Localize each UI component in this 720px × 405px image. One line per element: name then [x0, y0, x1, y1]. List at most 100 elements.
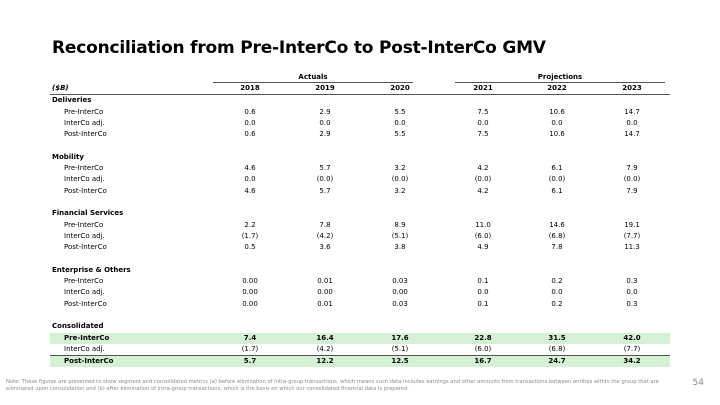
- table-cell: 0.3: [626, 277, 638, 286]
- section-label: Mobility: [52, 152, 84, 161]
- table-cell: 0.03: [392, 299, 408, 308]
- table-cell: 4.2: [477, 164, 489, 173]
- table-cell: 0.6: [244, 130, 256, 139]
- table-row: Pre-InterCo 2.2 7.8 8.9 11.0 14.6 19.1: [50, 220, 670, 231]
- section-label: Enterprise & Others: [52, 265, 131, 274]
- table-cell: 0.1: [477, 299, 489, 308]
- row-label: Post-InterCo: [64, 130, 107, 139]
- table-cell: 12.5: [391, 357, 409, 366]
- table-cell: (6.8): [548, 231, 566, 240]
- table-cell: 2.2: [244, 220, 256, 229]
- year-header: 2018: [240, 84, 260, 92]
- spacer-row: [50, 253, 670, 264]
- section-header-row: Deliveries: [50, 95, 670, 106]
- table-cell: 7.9: [626, 186, 638, 195]
- footnote: Note: These figures are presented to sho…: [6, 379, 659, 392]
- projections-header: Projections: [537, 73, 583, 81]
- table-cell: 0.0: [551, 288, 563, 297]
- table-cell: 34.2: [623, 357, 641, 366]
- table-cell: 3.8: [394, 243, 406, 252]
- table-cell: 0.03: [392, 277, 408, 286]
- table-cell: (1.7): [241, 344, 259, 353]
- table-cell: 0.0: [244, 175, 256, 184]
- section-label: Deliveries: [52, 96, 92, 105]
- table-cell: 14.6: [549, 220, 565, 229]
- table-cell: 0.0: [551, 118, 563, 127]
- table-cell: 42.0: [623, 333, 641, 342]
- table-cell: 0.0: [394, 118, 406, 127]
- unit-label: ($B): [52, 84, 69, 92]
- table-cell: (0.0): [474, 175, 492, 184]
- spacer-row: [50, 310, 670, 321]
- year-header: 2022: [547, 84, 567, 92]
- section-header-row: Financial Services: [50, 208, 670, 219]
- table-cell: (0.0): [316, 175, 334, 184]
- table-cell: 14.7: [624, 130, 640, 139]
- table-cell: (5.1): [391, 231, 409, 240]
- table-cell: 10.6: [549, 130, 565, 139]
- table-cell: 12.2: [316, 357, 334, 366]
- table-cell: 0.00: [242, 277, 258, 286]
- table-cell: 0.5: [244, 243, 256, 252]
- table-cell: 31.5: [548, 333, 566, 342]
- table-row: Post-InterCo 0.5 3.6 3.8 4.9 7.8 11.3: [50, 242, 670, 253]
- table-cell: 0.2: [551, 277, 563, 286]
- table-cell: 24.7: [548, 357, 566, 366]
- table-cell: (1.7): [241, 231, 259, 240]
- table-cell: 11.0: [475, 220, 491, 229]
- row-label: InterCo adj.: [64, 231, 105, 240]
- table-cell: (6.0): [474, 344, 492, 353]
- table-cell: 16.7: [474, 357, 492, 366]
- table-cell: 2.9: [319, 130, 331, 139]
- table-row: Pre-InterCo 7.4 16.4 17.6 22.8 31.5 42.0: [50, 332, 670, 344]
- spacer-row: [50, 140, 670, 151]
- table-row: InterCo adj. (1.7) (4.2) (5.1) (6.0) (6.8) (7.…: [50, 344, 670, 355]
- actuals-rule: [213, 82, 413, 83]
- table-cell: 19.1: [624, 220, 640, 229]
- row-label: Pre-InterCo: [64, 277, 104, 286]
- table-row: InterCo adj. 0.0 (0.0) (0.0) (0.0) (0.0) (0.0): [50, 174, 670, 185]
- row-label: Post-InterCo: [64, 357, 114, 366]
- table-cell: 7.5: [477, 107, 489, 116]
- year-header: 2021: [473, 84, 493, 92]
- row-label: Pre-InterCo: [64, 333, 110, 342]
- column-header-row: ($B) 2018 2019 2020 2021 2022 2023: [50, 83, 670, 96]
- table-cell: (7.7): [623, 231, 641, 240]
- table-cell: 0.01: [317, 299, 333, 308]
- table-row: Post-InterCo 5.7 12.2 12.5 16.7 24.7 34.2: [50, 355, 670, 368]
- row-label: Post-InterCo: [64, 186, 107, 195]
- table-row: Post-InterCo 4.6 5.7 3.2 4.2 6.1 7.9: [50, 186, 670, 197]
- table-cell: 4.6: [244, 164, 256, 173]
- table-cell: 0.6: [244, 107, 256, 116]
- group-header-row: Actuals Projections: [50, 72, 670, 83]
- table-cell: 17.6: [391, 333, 409, 342]
- projections-rule: [455, 82, 665, 83]
- row-label: Pre-InterCo: [64, 220, 104, 229]
- section-label: Consolidated: [52, 322, 104, 331]
- table-cell: 14.7: [624, 107, 640, 116]
- table-cell: 0.0: [477, 288, 489, 297]
- year-header: 2023: [622, 84, 642, 92]
- row-label: Post-InterCo: [64, 299, 107, 308]
- table-cell: 4.6: [244, 186, 256, 195]
- table-cell: (0.0): [391, 175, 409, 184]
- table-cell: 6.1: [551, 164, 563, 173]
- section-header-row: Consolidated: [50, 321, 670, 332]
- table-cell: 0.00: [242, 288, 258, 297]
- reconciliation-table: Actuals Projections ($B) 2018 2019 2020 …: [50, 72, 670, 368]
- table-cell: 11.3: [624, 243, 640, 252]
- table-cell: 3.6: [319, 243, 331, 252]
- table-cell: 0.0: [477, 118, 489, 127]
- table-cell: 0.0: [626, 288, 638, 297]
- page-title: Reconciliation from Pre-InterCo to Post-…: [52, 38, 546, 58]
- table-row: InterCo adj. 0.0 0.0 0.0 0.0 0.0 0.0: [50, 118, 670, 129]
- table-cell: (6.0): [474, 231, 492, 240]
- table-cell: (4.2): [316, 231, 334, 240]
- table-cell: 0.0: [626, 118, 638, 127]
- table-cell: 7.5: [477, 130, 489, 139]
- table-cell: 22.8: [474, 333, 492, 342]
- table-cell: 7.4: [243, 333, 257, 342]
- table-cell: 3.2: [394, 164, 406, 173]
- table-row: Post-InterCo 0.00 0.01 0.03 0.1 0.2 0.3: [50, 299, 670, 310]
- table-cell: 0.3: [626, 299, 638, 308]
